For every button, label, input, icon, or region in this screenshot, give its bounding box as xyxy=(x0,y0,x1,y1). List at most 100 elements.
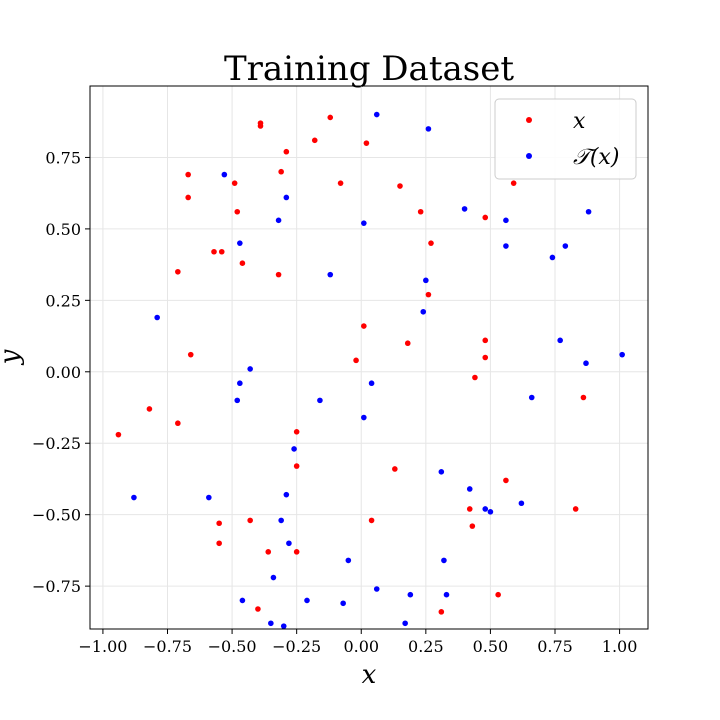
point-tx xyxy=(585,208,592,215)
point-tx xyxy=(549,254,556,261)
point-tx xyxy=(239,597,246,604)
point-tx xyxy=(557,337,563,344)
point-tx xyxy=(402,620,408,627)
point-tx xyxy=(420,308,427,315)
point-tx xyxy=(345,557,352,564)
point-tx xyxy=(221,171,228,178)
point-x xyxy=(482,337,489,344)
point-x xyxy=(482,354,489,361)
point-x xyxy=(353,357,359,364)
point-tx xyxy=(461,206,468,212)
point-x xyxy=(185,194,191,201)
point-tx xyxy=(438,469,445,475)
point-tx xyxy=(583,360,589,367)
x-tick-label: 0.50 xyxy=(473,637,509,656)
point-x xyxy=(211,248,217,255)
point-tx xyxy=(425,126,432,132)
point-x xyxy=(311,137,318,144)
point-tx xyxy=(373,586,380,592)
point-x xyxy=(466,506,473,512)
point-x xyxy=(495,591,501,598)
point-tx xyxy=(443,591,450,598)
legend-label-x: x xyxy=(573,109,586,134)
point-tx xyxy=(466,486,473,492)
point-x xyxy=(404,340,411,347)
point-tx xyxy=(373,111,380,118)
point-x xyxy=(368,517,375,524)
x-tick-label: −0.50 xyxy=(208,637,257,656)
point-tx xyxy=(270,574,277,581)
point-tx xyxy=(368,380,375,387)
point-tx xyxy=(340,600,346,607)
point-tx xyxy=(327,271,334,278)
y-tick-label: 0.75 xyxy=(45,148,81,167)
x-tick-label: −0.75 xyxy=(143,637,192,656)
point-x xyxy=(185,171,191,178)
point-x xyxy=(216,520,222,527)
y-tick-label: −0.50 xyxy=(32,506,81,525)
point-tx xyxy=(275,217,282,224)
legend-marker-x xyxy=(526,117,532,123)
point-tx xyxy=(619,351,625,358)
point-x xyxy=(417,208,424,215)
y-axis-label: y xyxy=(0,349,25,365)
x-axis-label: x xyxy=(362,660,377,690)
point-x xyxy=(146,406,153,412)
point-x xyxy=(275,271,282,278)
legend-marker-tx xyxy=(526,153,532,159)
point-tx xyxy=(528,394,535,401)
y-tick-label: 0.25 xyxy=(45,291,81,310)
point-x xyxy=(361,323,367,329)
point-tx xyxy=(283,194,290,201)
point-x xyxy=(327,114,334,121)
y-tick-label: 0.00 xyxy=(45,363,81,382)
point-tx xyxy=(206,494,212,501)
x-tick-label: 0.00 xyxy=(343,637,379,656)
axis-ticks: −1.00 −0.75 −0.50 −0.25 0.00 0.25 0.50 0.75 1.00… xyxy=(32,148,637,656)
point-x xyxy=(425,291,432,298)
point-tx xyxy=(503,217,509,224)
point-tx xyxy=(361,414,367,421)
plot-frame xyxy=(89,85,649,630)
point-x xyxy=(363,140,370,146)
data-points xyxy=(115,111,625,629)
legend: x 𝒯(x) xyxy=(494,98,637,180)
point-x xyxy=(503,477,509,484)
y-tick-label: −0.75 xyxy=(32,577,81,596)
point-x xyxy=(216,540,222,547)
point-x xyxy=(218,248,225,255)
point-x xyxy=(257,123,264,129)
point-tx xyxy=(278,517,284,524)
chart-title: Training Dataset xyxy=(224,49,514,89)
x-tick-label: 0.25 xyxy=(408,637,444,656)
point-tx xyxy=(441,557,447,564)
point-tx xyxy=(286,540,292,547)
point-tx xyxy=(317,397,323,404)
grid-lines xyxy=(90,86,648,629)
point-tx xyxy=(237,380,243,387)
point-tx xyxy=(562,243,569,249)
point-x xyxy=(472,374,478,381)
y-tick-label: −0.25 xyxy=(32,434,81,453)
point-x xyxy=(175,420,181,427)
point-x xyxy=(187,351,194,358)
point-tx xyxy=(237,240,243,246)
point-x xyxy=(247,517,253,524)
point-x xyxy=(239,260,246,266)
point-x xyxy=(234,208,241,215)
point-tx xyxy=(283,491,290,498)
legend-label-tx: 𝒯(x) xyxy=(573,145,619,170)
x-tick-label: −0.25 xyxy=(272,637,321,656)
point-tx xyxy=(154,314,160,321)
x-tick-label: 0.75 xyxy=(537,637,573,656)
point-tx xyxy=(361,220,367,226)
x-tick-label: 1.00 xyxy=(602,637,638,656)
point-tx xyxy=(407,591,414,598)
point-x xyxy=(293,429,300,435)
point-tx xyxy=(423,277,429,284)
point-x xyxy=(482,214,489,221)
point-x xyxy=(293,463,300,469)
point-x xyxy=(255,606,261,612)
point-tx xyxy=(304,597,310,604)
